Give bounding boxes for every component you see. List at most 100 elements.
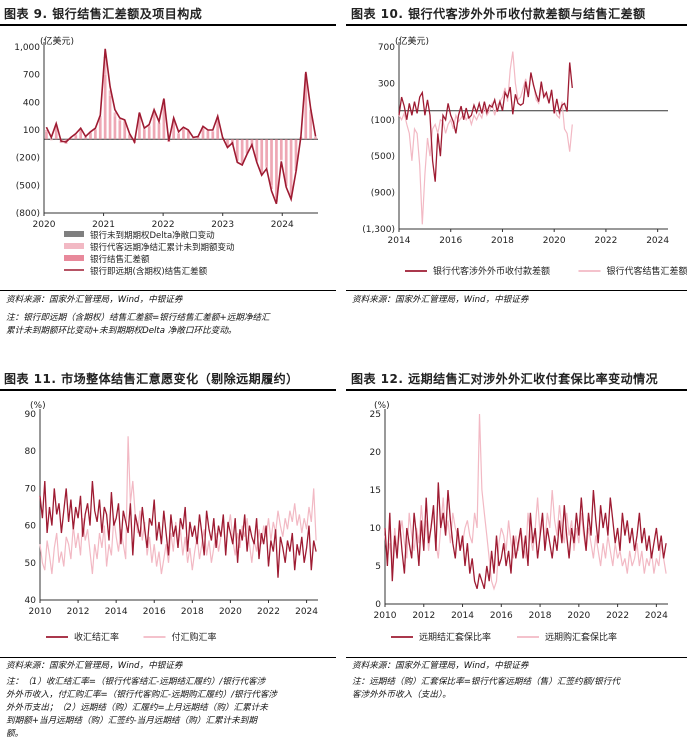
chart12-xtick-label: 2012: [412, 611, 435, 621]
chart9-ytick-label: 1,000: [14, 43, 40, 53]
chart9-forward-bar: [133, 142, 136, 143]
chart9-legend-label: 银行未到期期权Delta净敞口变动: [90, 230, 215, 241]
chart10-title-rule: [346, 24, 687, 26]
chart10-xtick-label: 2016: [439, 236, 462, 246]
chart11-legend-label: 收汇结汇率: [74, 631, 119, 643]
chart10-legend-label: 银行代客涉外外币收付款差额: [433, 265, 550, 277]
chart9-spot-bar: [191, 138, 195, 140]
chart10-title: 图表 10. 银行代客涉外外币收付款差额与结售汇差额: [351, 7, 646, 21]
chart12-ytick-label: 20: [370, 448, 382, 458]
chart9-spot-bar: [186, 130, 190, 140]
chart9-forward-bar: [216, 117, 220, 119]
chart10-xtick-label: 2018: [491, 236, 514, 246]
chart9-spot-bar: [177, 133, 180, 140]
chart12-series-secondary-line: [384, 413, 667, 591]
chart9-forward-bar: [74, 134, 78, 136]
chart9-forward-bar: [79, 129, 83, 130]
chart9-xtick-label: 2023: [211, 220, 234, 230]
chart9-forward-bar: [211, 130, 215, 132]
chart9-legend-label: 银行结售汇差额: [90, 254, 150, 265]
chart12-legend-label: 远期结汇套保比率: [419, 631, 491, 643]
chart9-ytick-label: 400: [23, 98, 40, 108]
chart9-spot-bar: [240, 139, 244, 164]
chart9-spot-bar: [279, 139, 283, 160]
chart11-ytick-label: 90: [25, 410, 37, 420]
chart11-xtick-label: 2022: [257, 607, 280, 617]
chart9-spot-bar: [216, 118, 220, 140]
chart9-ytick-label: 700: [23, 71, 40, 81]
chart9-forward-bar: [206, 130, 210, 131]
chart9-spot-bar: [201, 128, 205, 140]
chart9-spot-bar: [45, 131, 48, 140]
chart12-xtick-label: 2018: [529, 611, 552, 621]
chart9-spot-bar: [196, 137, 200, 140]
chart11-xtick-label: 2014: [105, 607, 128, 617]
chart9-source-rule: [0, 290, 336, 291]
chart9-spot-bar: [211, 131, 215, 140]
chart9-ytick-label: (200): [16, 154, 40, 164]
chart9-forward-bar: [162, 99, 166, 103]
chart9-forward-bar: [157, 122, 161, 124]
chart9-forward-bar: [123, 120, 127, 122]
chart9-spot-bar: [260, 139, 264, 173]
chart9-forward-bar: [103, 58, 107, 75]
chart11-series-secondary-line: [39, 436, 317, 575]
chart9-spot-bar: [89, 132, 92, 140]
chart9-forward-bar: [240, 163, 244, 165]
chart9-spot-bar: [84, 137, 87, 140]
chart9-forward-bar: [113, 112, 117, 117]
chart9-forward-bar: [172, 118, 176, 121]
chart9-spot-bar: [182, 129, 185, 140]
chart9-forward-bar: [196, 136, 200, 138]
chart12-xtick-label: 2024: [645, 611, 668, 621]
chart9-spot-bar: [59, 139, 63, 143]
chart9-forward-bar: [142, 129, 146, 130]
chart10-xtick-label: 2024: [646, 236, 669, 246]
chart10-ytick-label: 700: [378, 43, 395, 53]
chart9-spot-bar: [113, 116, 117, 140]
chart9-forward-bar: [84, 136, 87, 138]
chart12-note-2: 客涉外外币收入（支出）。: [352, 690, 451, 700]
chart10-xtick-label: 2022: [594, 236, 617, 246]
chart9-legend-label: 银行即远期(含期权)结售汇差额: [90, 266, 208, 277]
chart9-forward-bar: [49, 139, 53, 141]
chart9-spot-bar: [142, 130, 146, 140]
chart9-forward-bar: [270, 185, 273, 190]
chart11-ytick-label: 40: [25, 596, 37, 606]
chart9-forward-bar: [191, 137, 195, 139]
chart9-spot-bar: [152, 112, 156, 140]
chart11-xtick-label: 2010: [29, 607, 52, 617]
chart12-xtick-label: 2010: [374, 611, 397, 621]
chart9-forward-bar: [118, 118, 122, 121]
chart11-ytick-label: 60: [25, 522, 37, 532]
chart9-legend-swatch: [64, 231, 84, 237]
chart12-ytick-label: 15: [370, 486, 381, 496]
chart12-source: 资料来源：国家外汇管理局，Wind，中银证券: [352, 661, 529, 671]
chart9-spot-bar: [221, 138, 224, 140]
chart9-spot-bar: [94, 130, 97, 140]
chart12-unit-label: (%): [374, 401, 390, 411]
chart9-forward-bar: [284, 183, 288, 187]
chart11-ytick-label: 80: [25, 447, 37, 457]
chart9-forward-bar: [147, 125, 151, 127]
chart9-spot-bar: [118, 120, 122, 140]
chart9-forward-bar: [45, 130, 48, 132]
chart9-forward-bar: [309, 109, 313, 112]
chart9-total-line: [45, 48, 317, 205]
chart12-series-primary-line: [384, 482, 667, 590]
chart9-forward-bar: [289, 194, 293, 198]
chart9-spot-bar: [289, 139, 293, 195]
chart12-xtick-label: 2020: [567, 611, 590, 621]
chart12-ytick-label: 10: [370, 524, 382, 534]
chart11-xtick-label: 2016: [143, 607, 166, 617]
chart10-ytick-label: 300: [378, 79, 395, 89]
chart9-spot-bar: [299, 137, 303, 140]
chart9-spot-bar: [206, 130, 210, 140]
chart9-spot-bar: [250, 139, 254, 147]
chart9-forward-bar: [221, 137, 224, 139]
chart10-xtick-label: 2014: [388, 236, 411, 246]
chart11-ytick-label: 50: [25, 559, 37, 569]
chart10-source: 资料来源：国家外汇管理局，Wind，中银证券: [352, 295, 529, 305]
chart9-xtick-label: 2022: [152, 220, 175, 230]
chart9-ytick-label: 100: [23, 126, 40, 136]
